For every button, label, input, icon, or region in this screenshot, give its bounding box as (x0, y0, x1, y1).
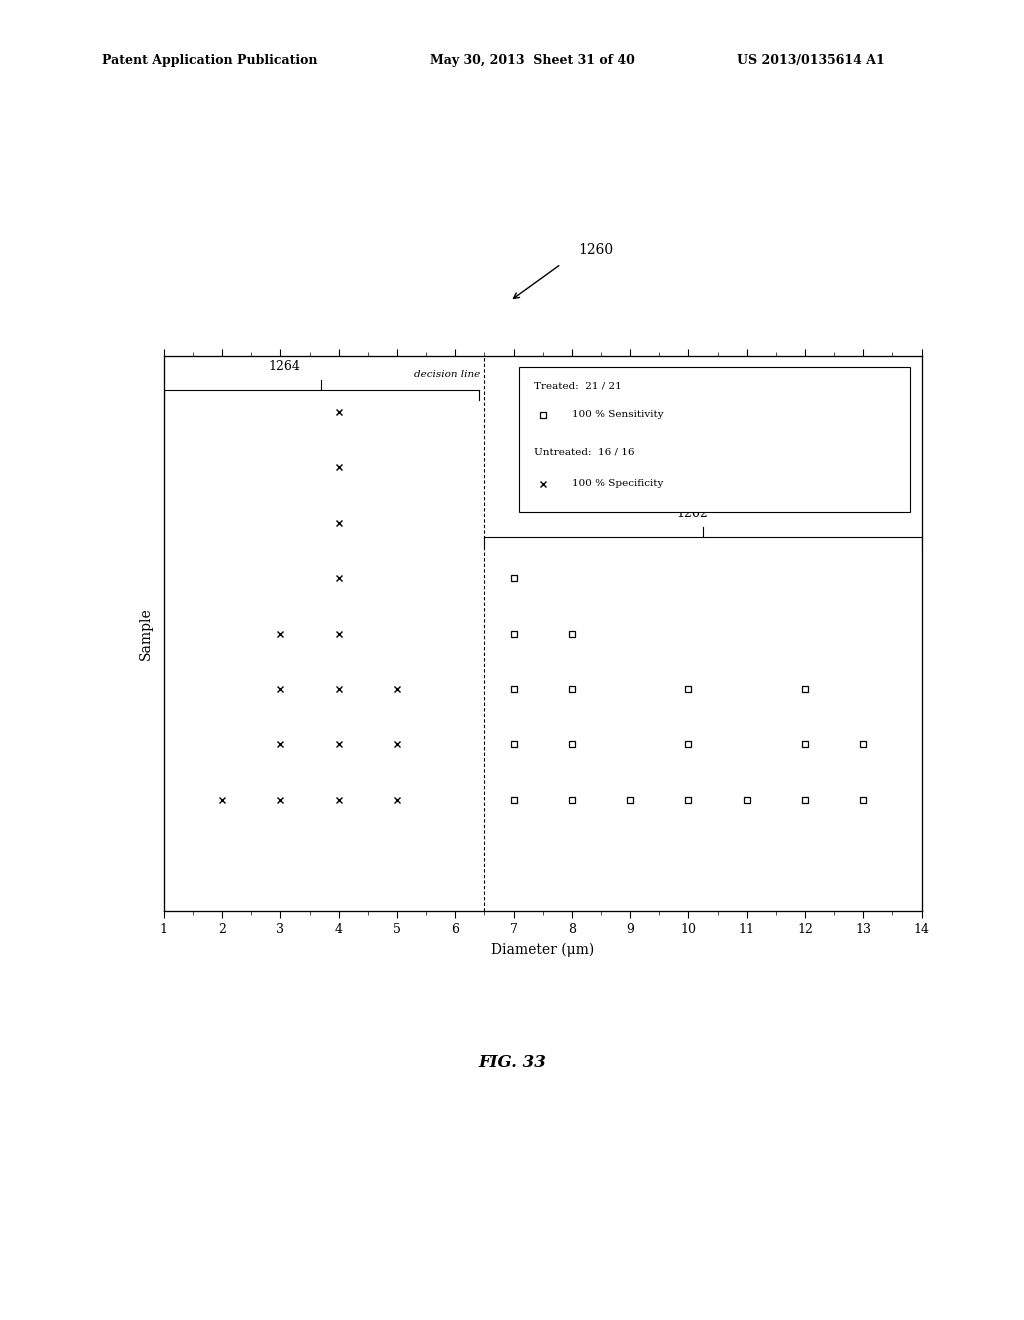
Text: 100 % Sensitivity: 100 % Sensitivity (571, 411, 664, 420)
Text: 1262: 1262 (677, 507, 709, 520)
Y-axis label: Sample: Sample (138, 607, 153, 660)
Text: 100 % Specificity: 100 % Specificity (571, 479, 664, 488)
X-axis label: Diameter (μm): Diameter (μm) (492, 942, 594, 957)
Text: US 2013/0135614 A1: US 2013/0135614 A1 (737, 54, 885, 67)
Text: 1260: 1260 (579, 243, 613, 257)
Text: Treated:  21 / 21: Treated: 21 / 21 (534, 381, 622, 391)
Text: Patent Application Publication: Patent Application Publication (102, 54, 317, 67)
Text: Untreated:  16 / 16: Untreated: 16 / 16 (534, 447, 635, 457)
Text: FIG. 33: FIG. 33 (478, 1055, 546, 1071)
Text: May 30, 2013  Sheet 31 of 40: May 30, 2013 Sheet 31 of 40 (430, 54, 635, 67)
Text: 1264: 1264 (268, 360, 301, 374)
Bar (519, 367, 910, 512)
Text: decision line: decision line (414, 370, 480, 379)
